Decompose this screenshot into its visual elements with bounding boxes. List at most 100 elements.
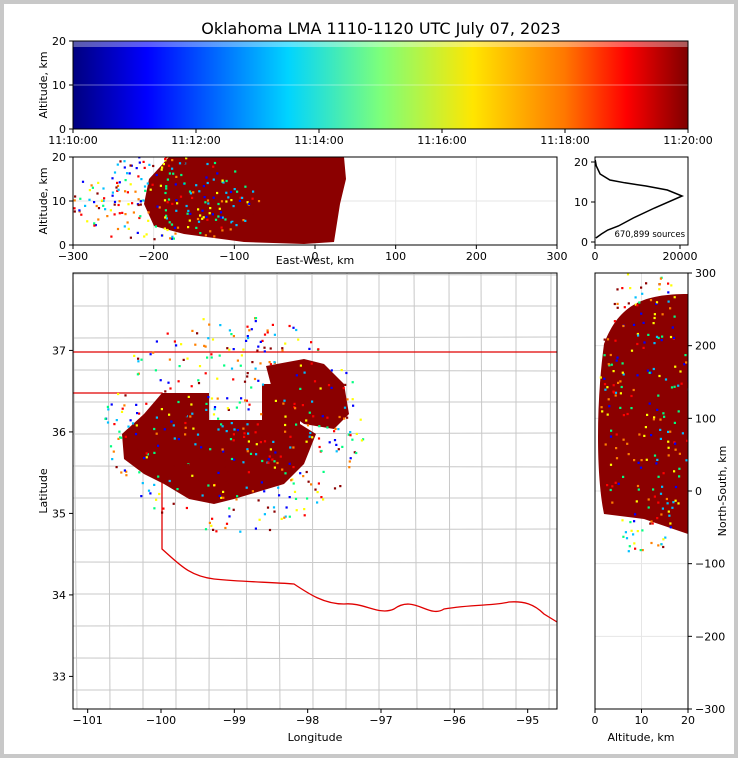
ns-source-point <box>673 441 676 444</box>
altitude-histogram-line <box>594 159 685 239</box>
source-count-annotation: 670,899 sources <box>614 230 685 240</box>
ew-source-point <box>166 228 169 232</box>
map-source-point <box>123 404 126 407</box>
ns-source-point <box>622 535 625 538</box>
ew-source-point <box>247 190 250 193</box>
histogram-axes <box>594 156 689 246</box>
map-source-point <box>210 397 214 400</box>
ns-source-point <box>607 363 610 366</box>
map-source-point <box>138 412 141 415</box>
ew-source-point <box>202 185 205 188</box>
ew-source-point <box>252 190 255 193</box>
map-source-point <box>229 438 233 441</box>
ew-source-point <box>219 216 222 219</box>
map-source-point <box>153 451 156 454</box>
map-source-point <box>268 361 271 364</box>
ns-source-point <box>640 268 642 270</box>
ns-source-point <box>626 442 629 445</box>
map-source-point <box>120 471 123 474</box>
map-source-point <box>292 446 295 449</box>
ns-source-point <box>600 406 603 409</box>
ew-source-point <box>195 226 198 229</box>
map-source-point <box>281 347 284 350</box>
map-source-point <box>220 496 223 499</box>
histogram-ytick-label: 0 <box>581 236 588 249</box>
ew-source-point <box>183 182 186 185</box>
map-source-point <box>213 406 217 409</box>
ew-source-point <box>248 202 251 205</box>
map-source-point <box>245 399 248 402</box>
ew-source-point <box>221 179 224 182</box>
ew-source-point <box>143 235 146 238</box>
ns-source-point <box>653 416 656 419</box>
ew-source-point <box>153 189 156 192</box>
ew-source-point <box>165 187 168 190</box>
map-source-point <box>127 425 130 428</box>
east-west-ytick-label: 10 <box>52 195 66 208</box>
ew-source-point <box>168 172 171 175</box>
map-source-point <box>225 479 228 482</box>
ew-source-point <box>88 198 91 201</box>
map-source-point <box>307 480 310 483</box>
ew-source-point <box>175 209 178 212</box>
ns-source-point <box>604 443 607 446</box>
map-source-point <box>351 398 354 401</box>
map-source-point <box>184 421 187 425</box>
ew-source-point <box>242 219 245 222</box>
ew-source-point <box>118 200 121 203</box>
ew-source-point <box>147 211 150 214</box>
map-source-point <box>177 438 180 441</box>
map-source-point <box>317 437 321 440</box>
map-source-point <box>157 475 160 478</box>
map-source-point <box>290 479 293 482</box>
ew-source-point <box>116 184 120 187</box>
ns-source-point <box>623 269 625 271</box>
map-source-point <box>242 348 245 351</box>
map-source-point <box>232 335 235 338</box>
ew-source-point <box>110 235 113 238</box>
map-source-point <box>121 407 124 410</box>
map-source-point <box>175 344 178 347</box>
map-source-point <box>208 521 211 524</box>
map-ytick-label: 37 <box>52 344 66 357</box>
ns-source-point <box>612 370 615 373</box>
map-source-point <box>218 354 221 357</box>
map-source-point <box>211 517 214 520</box>
ew-source-point <box>102 187 105 190</box>
map-source-point <box>221 425 224 428</box>
ew-source-point <box>188 190 192 193</box>
ns-source-point <box>615 457 619 460</box>
ew-source-point <box>196 217 200 221</box>
north-south-ytick-label: −300 <box>695 703 725 716</box>
ew-source-point <box>142 160 145 163</box>
ns-source-point <box>662 538 665 541</box>
map-ytick-label: 35 <box>52 507 66 520</box>
ew-source-point <box>164 209 167 212</box>
ew-source-point <box>164 157 167 161</box>
map-source-point <box>203 344 206 347</box>
map-source-point <box>196 433 200 436</box>
map-source-point <box>106 405 109 408</box>
map-source-point <box>187 463 190 467</box>
ns-source-point <box>672 501 675 504</box>
county-line <box>276 273 281 709</box>
ns-source-point <box>657 501 660 504</box>
ns-source-point <box>607 398 610 401</box>
ns-source-point <box>655 462 658 465</box>
ew-source-point <box>103 197 106 200</box>
map-source-point <box>204 372 207 375</box>
map-source-point <box>343 406 347 409</box>
map-source-point <box>196 428 200 431</box>
ew-source-point <box>126 221 129 224</box>
map-source-point <box>219 324 222 327</box>
map-source-point <box>178 365 181 368</box>
ew-source-point <box>127 203 130 206</box>
ns-source-point <box>633 520 636 523</box>
ns-source-point <box>623 306 626 309</box>
map-source-point <box>155 416 158 419</box>
ew-source-point <box>126 172 129 175</box>
ns-source-point <box>674 448 677 451</box>
map-source-point <box>299 472 302 475</box>
map-source-point <box>124 435 127 438</box>
map-source-point <box>184 433 187 436</box>
